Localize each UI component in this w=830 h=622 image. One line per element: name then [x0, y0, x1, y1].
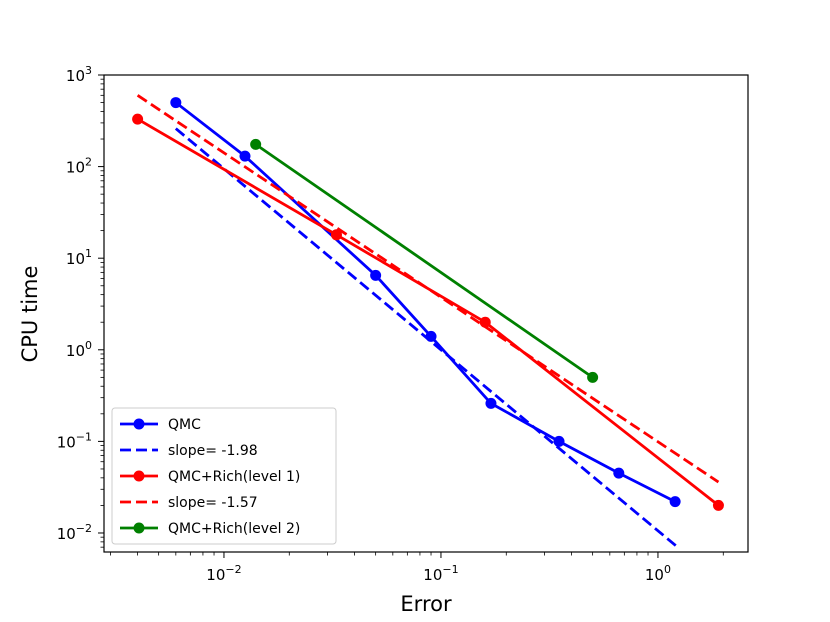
legend-label: QMC — [168, 417, 201, 433]
series-layer — [132, 94, 724, 550]
data-point — [370, 269, 382, 281]
legend-label: QMC+Rich(level 2) — [168, 521, 300, 537]
data-point — [250, 138, 262, 150]
y-tick-label: 101 — [66, 247, 92, 268]
data-point — [553, 435, 565, 447]
series-line — [174, 101, 676, 503]
data-point — [479, 316, 491, 328]
y-tick-label: 100 — [66, 339, 92, 360]
data-point — [669, 496, 681, 508]
data-point — [425, 330, 437, 342]
legend-label: slope= -1.57 — [168, 495, 258, 511]
data-point — [587, 371, 599, 383]
legend-entry: QMC+Rich(level 1) — [120, 469, 300, 485]
legend-entry: QMC+Rich(level 2) — [120, 521, 300, 537]
legend-entry: slope= -1.57 — [120, 495, 258, 511]
y-tick-label: 103 — [66, 64, 92, 85]
legend-marker — [133, 418, 145, 430]
legend-label: QMC+Rich(level 1) — [168, 469, 300, 485]
y-tick-label: 102 — [66, 156, 92, 177]
series-line — [254, 143, 594, 379]
plot-frame — [103, 74, 749, 553]
tick-labels-layer: 10−2 10−1 100 10−2 10−1 100 101 102 103 — [57, 64, 671, 584]
series — [174, 127, 680, 550]
x-tick-label: 10−2 — [206, 563, 241, 584]
data-point — [239, 150, 251, 162]
y-axis-title: CPU time — [18, 266, 42, 363]
data-point — [613, 467, 625, 479]
legend-entries: QMC slope= -1.98 QMC+Rich(level 1) slope= -… — [120, 417, 300, 537]
legend-entry: slope= -1.98 — [120, 443, 258, 459]
series — [136, 94, 720, 484]
x-axis-title: Error — [400, 592, 452, 616]
x-tick-label: 100 — [645, 563, 671, 584]
series — [250, 138, 599, 383]
legend-label: slope= -1.98 — [168, 443, 258, 459]
ticks-layer — [98, 74, 724, 558]
data-point — [132, 113, 144, 125]
x-tick-label: 10−1 — [423, 563, 458, 584]
data-point — [330, 229, 342, 241]
legend: QMC slope= -1.98 QMC+Rich(level 1) slope= -… — [111, 407, 337, 545]
series-line — [136, 94, 720, 484]
data-point — [170, 97, 182, 109]
legend-entry: QMC — [120, 417, 201, 433]
series-line — [174, 127, 680, 550]
y-tick-label: 10−1 — [57, 430, 92, 451]
legend-marker — [133, 522, 145, 534]
data-point — [712, 499, 724, 511]
legend-marker — [133, 470, 145, 482]
data-point — [485, 397, 497, 409]
y-tick-label: 10−2 — [57, 522, 92, 543]
legend-box — [111, 407, 337, 545]
